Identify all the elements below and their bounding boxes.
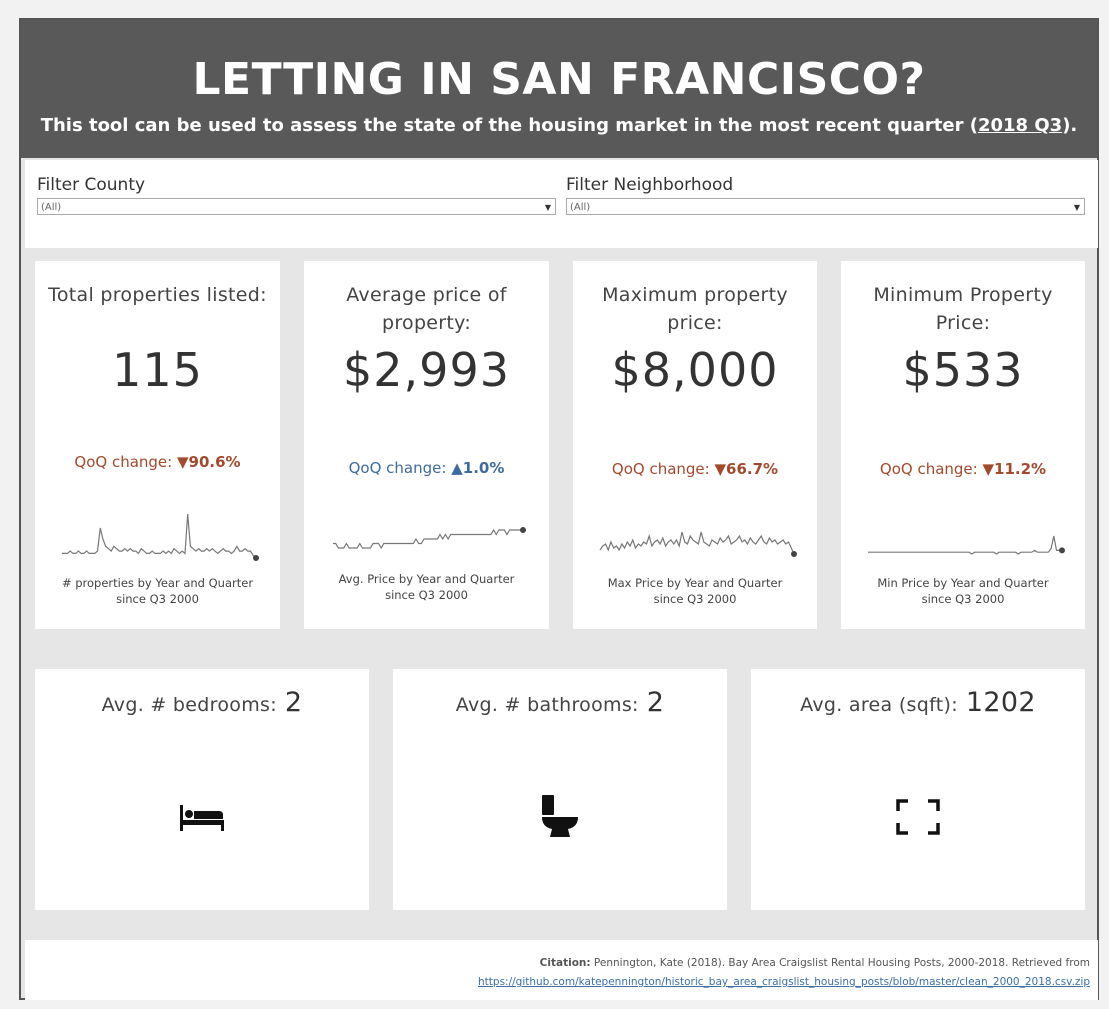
qoq-delta: 66.7% (726, 460, 779, 478)
sparkline-chart (62, 513, 259, 561)
page-subtitle: This tool can be used to assess the stat… (21, 114, 1097, 138)
kpi-label: Maximum property price: (602, 284, 788, 334)
qoq-delta: 90.6% (188, 453, 241, 471)
qoq-delta: 11.2% (994, 460, 1047, 478)
up-arrow-icon: ▲ (451, 459, 463, 477)
down-arrow-icon: ▼ (714, 460, 727, 478)
toilet-icon (542, 795, 578, 837)
kpi-label: Total properties listed: (48, 284, 267, 306)
county-select-value: (All) (41, 202, 62, 213)
kpi-label: Minimum Property Price: (873, 284, 1053, 334)
neighborhood-select-value: (All) (570, 202, 591, 213)
filters-panel: Filter County (All) ▼ Filter Neighborhoo… (25, 160, 1098, 248)
qoq-label: QoQ change: (611, 460, 710, 478)
citation-label: Citation: (539, 957, 591, 969)
subtitle-text: This tool can be used to assess the stat… (40, 115, 978, 136)
quarter-link[interactable]: 2018 Q3 (977, 115, 1063, 136)
sparkline-series-line (333, 528, 523, 550)
area-frame-icon (896, 799, 940, 835)
kpi-value: $8,000 (611, 343, 779, 397)
avg-bedrooms-card: Avg. # bedrooms: 2 (35, 669, 369, 910)
avg-bathrooms-value: 2 (646, 687, 665, 718)
dashboard-frame: LETTING IN SAN FRANCISCO? This tool can … (19, 18, 1099, 1000)
chevron-down-icon: ▼ (1073, 203, 1080, 212)
sparkline-last-point (791, 551, 797, 557)
sparkline-chart (599, 531, 797, 557)
avg-area-card: Avg. area (sqft): 1202 (751, 669, 1085, 910)
qoq-label: QoQ change: (74, 453, 173, 471)
sparkline-caption: Max Price by Year and Quarter since Q3 2… (607, 576, 783, 606)
citation: Citation: Pennington, Kate (2018). Bay A… (478, 954, 1090, 992)
sparkline-last-point (520, 527, 526, 533)
avg-bedrooms-value: 2 (284, 687, 303, 718)
avg-bedrooms-label: Avg. # bedrooms: (101, 694, 277, 716)
avg-bedrooms: Avg. # bedrooms: 2 (35, 687, 369, 718)
county-filter: Filter County (All) ▼ (37, 174, 556, 215)
avg-bathrooms-card: Avg. # bathrooms: 2 (393, 669, 727, 910)
qoq-delta: 1.0% (462, 459, 505, 477)
bed-icon (180, 805, 224, 831)
page-title: LETTING IN SAN FRANCISCO? (192, 54, 926, 105)
sparkline-series-line (868, 535, 1062, 555)
chevron-down-icon: ▼ (544, 203, 551, 212)
qoq-change: QoQ change: ▼90.6% (35, 453, 280, 471)
qoq-change: QoQ change: ▲1.0% (304, 459, 549, 477)
sparkline-series-line (599, 531, 795, 555)
avg-area-value: 1202 (965, 687, 1036, 718)
kpi-card-minimum-price: Minimum Property Price: $533 QoQ change:… (841, 261, 1085, 629)
qoq-change: QoQ change: ▼11.2% (841, 460, 1085, 478)
sparkline-last-point (1059, 547, 1065, 554)
header: LETTING IN SAN FRANCISCO? This tool can … (21, 20, 1097, 158)
sparkline-caption: Avg. Price by Year and Quarter since Q3 … (338, 572, 515, 602)
county-select[interactable]: (All) ▼ (37, 198, 556, 215)
citation-footer: Citation: Pennington, Kate (2018). Bay A… (25, 940, 1098, 1000)
avg-bathrooms-label: Avg. # bathrooms: (455, 694, 639, 716)
qoq-label: QoQ change: (348, 459, 447, 477)
citation-link[interactable]: https://github.com/katepennington/histor… (478, 976, 1090, 988)
kpi-value: $533 (902, 343, 1024, 397)
kpi-card-total-properties: Total properties listed: 115 QoQ change:… (35, 261, 280, 629)
sparkline-caption: # properties by Year and Quarter since Q… (61, 576, 254, 606)
qoq-label: QoQ change: (879, 460, 978, 478)
citation-text: Pennington, Kate (2018). Bay Area Craigs… (590, 957, 1090, 969)
sparkline-caption: Min Price by Year and Quarter since Q3 2… (877, 576, 1049, 606)
subtitle-end: ). (1062, 115, 1078, 136)
avg-area: Avg. area (sqft): 1202 (751, 687, 1085, 718)
sparkline-chart (333, 527, 526, 550)
neighborhood-filter: Filter Neighborhood (All) ▼ (566, 174, 1085, 215)
county-filter-label: Filter County (37, 175, 146, 195)
kpi-value: 115 (112, 343, 203, 397)
neighborhood-filter-label: Filter Neighborhood (566, 175, 734, 195)
sparkline-chart (868, 535, 1065, 555)
kpi-card-average-price: Average price of property: $2,993 QoQ ch… (304, 261, 549, 629)
kpi-card-maximum-price: Maximum property price: $8,000 QoQ chang… (573, 261, 817, 629)
kpi-value: $2,993 (343, 343, 510, 397)
qoq-change: QoQ change: ▼66.7% (573, 460, 817, 478)
sparkline-series-line (62, 513, 257, 559)
avg-bathrooms: Avg. # bathrooms: 2 (393, 687, 727, 718)
avg-area-label: Avg. area (sqft): (800, 694, 958, 716)
kpi-label: Average price of property: (346, 284, 507, 334)
down-arrow-icon: ▼ (982, 460, 995, 478)
down-arrow-icon: ▼ (177, 453, 189, 471)
neighborhood-select[interactable]: (All) ▼ (566, 198, 1085, 215)
sparkline-last-point (253, 555, 259, 561)
